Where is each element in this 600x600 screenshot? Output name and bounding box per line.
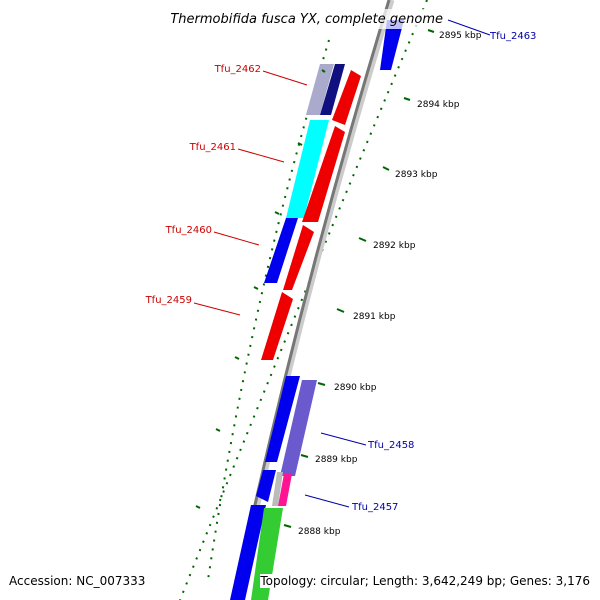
- gene-arrow-forward: [256, 470, 276, 502]
- kbp-tick: [300, 454, 309, 458]
- kbp-label: 2893 kbp: [395, 170, 438, 180]
- minor-tick: [215, 428, 221, 432]
- kbp-tick-marks: [195, 29, 435, 528]
- feature-block-green: [251, 508, 283, 600]
- gene-arrow-reverse: [283, 225, 314, 290]
- gene-label-tfu-2461[interactable]: Tfu_2461: [189, 142, 236, 153]
- gene-arrow-reverse: [302, 126, 345, 222]
- gene-arrow-forward: [230, 505, 266, 600]
- leader-line-tfu-2457: [304, 494, 350, 508]
- leader-line-tfu-2459: [193, 302, 241, 316]
- leader-line-tfu-2460: [213, 231, 260, 246]
- kbp-label: 2889 kbp: [315, 455, 358, 465]
- leader-lines: [193, 19, 491, 508]
- gene-label-tfu-2458[interactable]: Tfu_2458: [367, 440, 414, 451]
- kbp-tick: [382, 166, 390, 171]
- kbp-tick: [336, 308, 345, 313]
- title-backdrop: [155, 9, 445, 29]
- feature-block-cyan: [286, 120, 329, 218]
- outer-tick-track: [179, 0, 428, 600]
- minor-tick: [253, 286, 259, 290]
- feature-block-gray: [306, 64, 334, 115]
- feature-block-navy: [320, 64, 345, 115]
- feature-block-pink: [278, 474, 292, 506]
- kbp-labels: 2895 kbp 2894 kbp 2893 kbp 2892 kbp 2891…: [298, 31, 482, 537]
- gene-labels: Tfu_2463 Tfu_2462 Tfu_2461 Tfu_2460 Tfu_…: [145, 31, 537, 513]
- kbp-tick: [317, 382, 326, 386]
- gene-label-tfu-2459[interactable]: Tfu_2459: [145, 295, 192, 306]
- gene-label-tfu-2457[interactable]: Tfu_2457: [351, 502, 398, 513]
- gene-label-tfu-2463[interactable]: Tfu_2463: [489, 31, 536, 42]
- kbp-label: 2894 kbp: [417, 100, 460, 110]
- feature-track: [230, 20, 404, 600]
- minor-tick: [274, 211, 280, 215]
- leader-line-tfu-2462: [262, 70, 308, 86]
- genome-title: Thermobifida fusca YX, complete genome: [170, 12, 443, 27]
- gene-arrow-forward: [264, 218, 298, 283]
- minor-tick: [297, 142, 303, 146]
- minor-tick: [234, 356, 240, 360]
- minor-tick: [195, 505, 201, 509]
- minor-tick: [321, 69, 326, 73]
- kbp-label: 2895 kbp: [439, 31, 482, 41]
- kbp-label: 2888 kbp: [298, 527, 341, 537]
- leader-line-tfu-2461: [237, 148, 285, 163]
- kbp-tick: [283, 524, 292, 528]
- gene-arrow-reverse: [261, 292, 293, 360]
- gene-label-tfu-2462[interactable]: Tfu_2462: [214, 64, 261, 75]
- feature-block-silver: [272, 472, 283, 506]
- feature-block-purple: [280, 380, 317, 476]
- topology-text: Topology: circular; Length: 3,642,249 bp…: [260, 574, 590, 588]
- leader-line-tfu-2458: [320, 432, 367, 446]
- kbp-tick: [403, 97, 411, 101]
- kbp-tick: [427, 29, 435, 33]
- kbp-label: 2890 kbp: [334, 383, 377, 393]
- accession-text: Accession: NC_007333: [9, 574, 146, 588]
- gene-arrow-forward: [265, 376, 300, 462]
- gene-arrow-reverse: [332, 70, 361, 125]
- kbp-label: 2891 kbp: [353, 312, 396, 322]
- gene-arrow-forward: [380, 20, 404, 70]
- leader-line-tfu-2463: [447, 19, 491, 36]
- kbp-label: 2892 kbp: [373, 241, 416, 251]
- gene-label-tfu-2460[interactable]: Tfu_2460: [165, 225, 212, 236]
- kbp-tick: [358, 237, 367, 242]
